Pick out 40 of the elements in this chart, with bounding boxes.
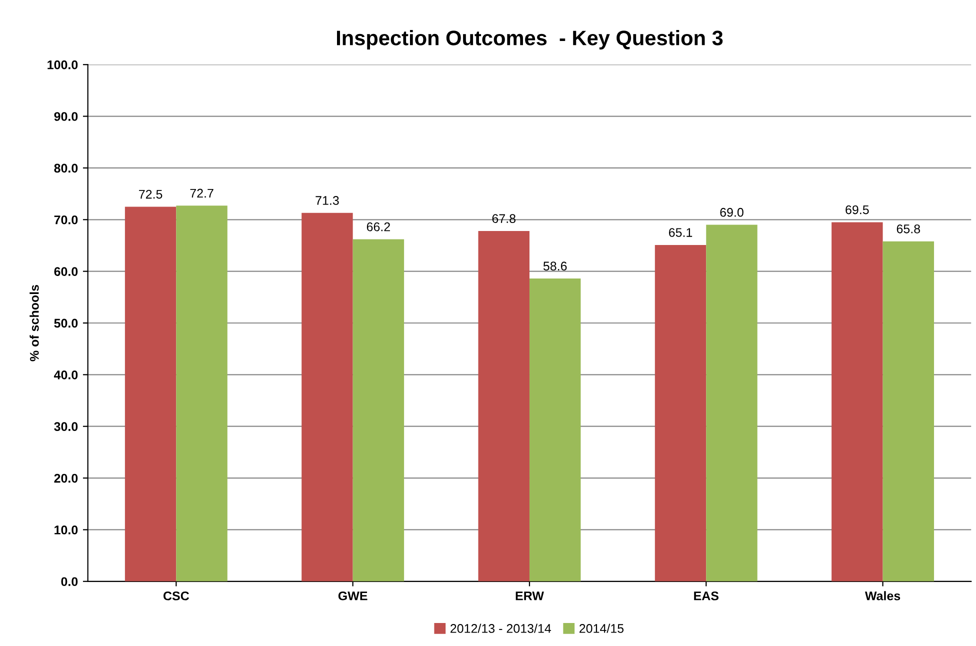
y-tick-label: 50.0: [54, 318, 78, 328]
y-tick-label: 40.0: [54, 370, 78, 380]
data-label: 66.2: [366, 222, 390, 232]
y-axis-title: % of schools: [30, 284, 39, 362]
bar: [529, 278, 581, 582]
bar: [882, 241, 934, 582]
legend-label: 2012/13 - 2013/14: [450, 624, 552, 633]
x-tick-label: GWE: [338, 591, 368, 600]
x-tick-label: ERW: [516, 592, 544, 600]
y-tick-label: 60.0: [54, 267, 78, 276]
bar: [654, 244, 706, 582]
y-tick-label: 80.0: [54, 164, 78, 173]
bar: [176, 206, 228, 582]
bar: [124, 206, 176, 582]
y-tick-label: 10.0: [54, 526, 78, 534]
x-tick-label: CSC: [163, 591, 190, 600]
data-label: 65.8: [896, 224, 920, 234]
y-tick-label: 20.0: [54, 474, 78, 483]
chart-title: Inspection Outcomes - Key Question 3: [336, 30, 723, 50]
bar: [706, 224, 758, 582]
data-label: 69.0: [720, 208, 744, 217]
data-label: 67.8: [492, 214, 516, 223]
data-label: 71.3: [316, 196, 339, 205]
y-tick-label: 70.0: [54, 215, 78, 224]
data-label: 72.5: [139, 190, 162, 199]
x-tick-label: EAS: [694, 591, 718, 600]
x-tick-label: Wales: [864, 591, 900, 600]
data-label: 72.7: [190, 188, 214, 198]
y-tick-label: 30.0: [54, 422, 78, 432]
y-tick-label: 0.0: [61, 577, 78, 586]
bar: [302, 212, 353, 582]
bar: [352, 239, 404, 582]
bar: [832, 222, 883, 582]
y-tick-label: 100.0: [48, 60, 78, 70]
legend-label: 2014/15: [580, 624, 624, 633]
data-label: 58.6: [543, 262, 567, 271]
data-label: 69.5: [846, 205, 869, 214]
bar: [478, 231, 530, 582]
data-label: 65.1: [668, 228, 692, 237]
y-tick-label: 90.0: [54, 112, 78, 121]
